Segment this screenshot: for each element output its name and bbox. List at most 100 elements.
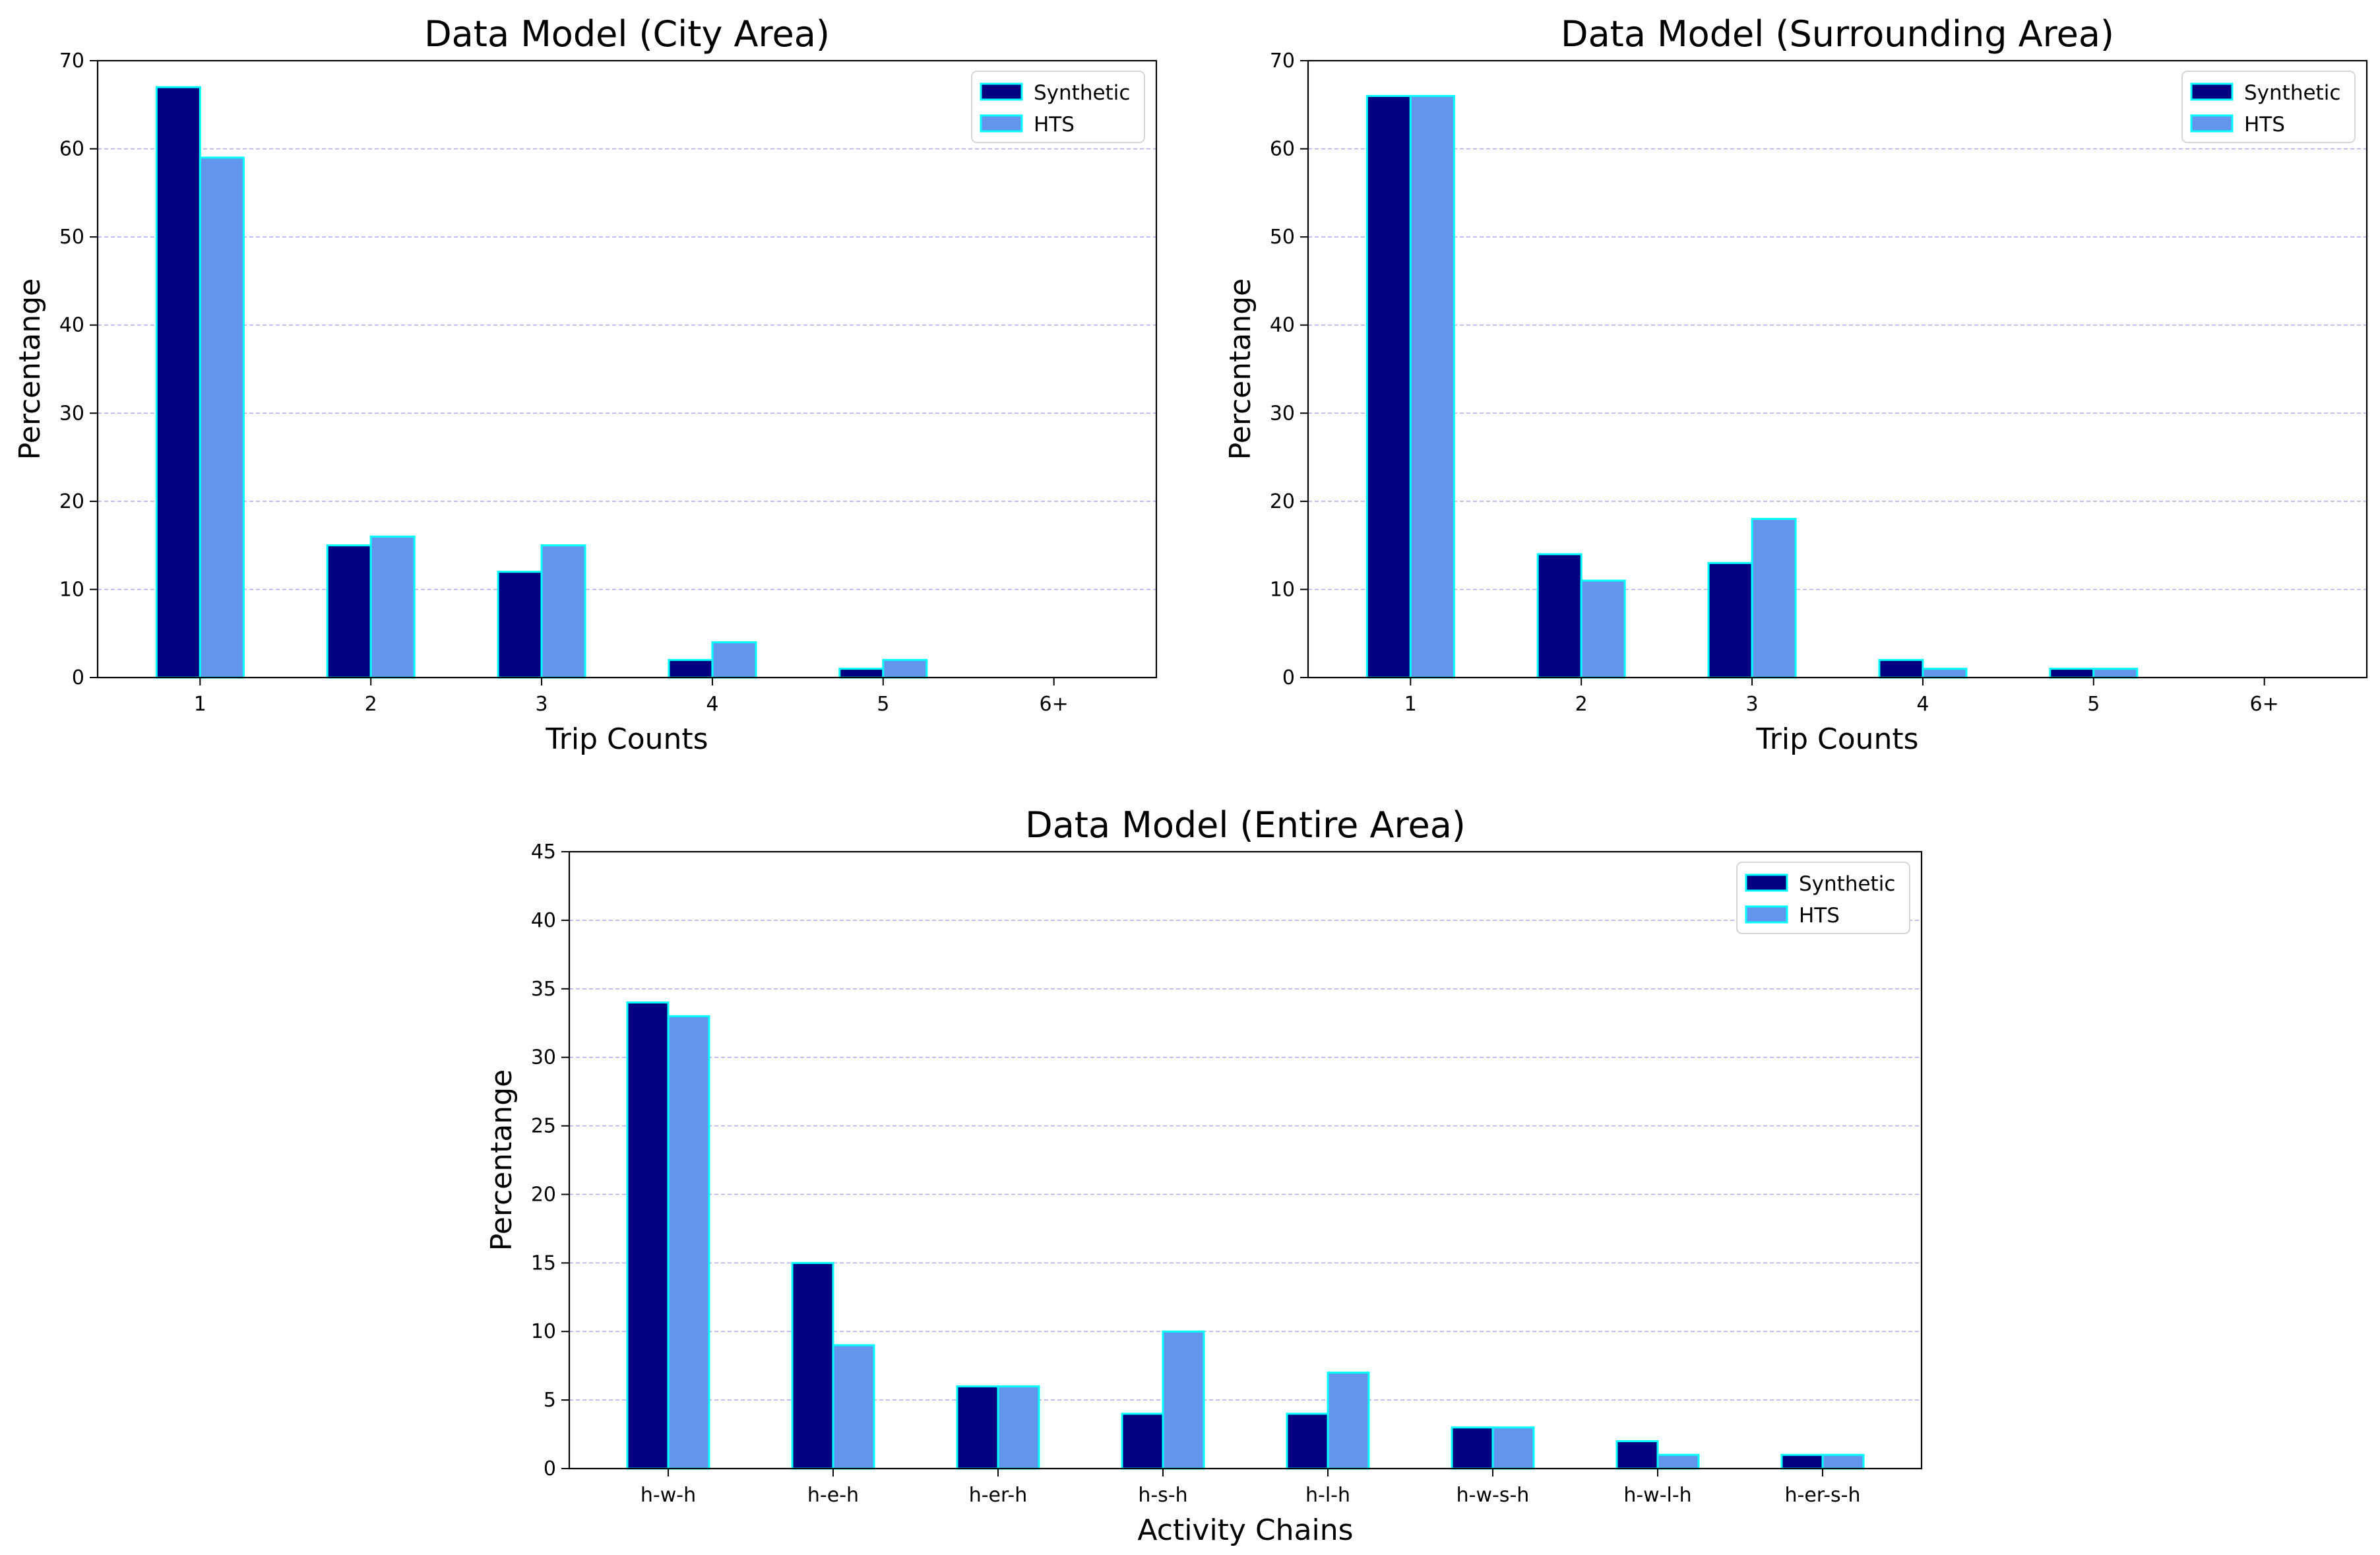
chart-title: Data Model (Surrounding Area) (1561, 13, 2114, 55)
x-axis-label: Activity Chains (1137, 1513, 1353, 1547)
x-tick-label: h-er-h (969, 1484, 1028, 1507)
bar-hts-1 (1409, 94, 1455, 679)
bar-hts-h-w-l-h (1656, 1453, 1700, 1470)
legend: Synthetic HTS (1736, 862, 1910, 934)
x-tick-label: 4 (1916, 693, 1929, 716)
legend-label-synthetic: Synthetic (1799, 872, 1895, 896)
bar-hts-2 (369, 535, 416, 679)
chart-3: Data Model (Entire Area) 0 5 10 15 20 25 30 35 40… (485, 804, 1923, 1547)
x-tick-label: 2 (1575, 693, 1588, 716)
bar-hts-3 (1751, 518, 1797, 679)
y-tick-label: 40 (59, 314, 84, 337)
bar-hts-2 (1580, 579, 1626, 679)
x-tick-label: 1 (194, 693, 206, 716)
y-axis-label: Percentange (485, 1069, 518, 1251)
y-tick-label: 10 (531, 1320, 556, 1343)
plot-frame (96, 59, 1158, 679)
y-tick-label: 30 (59, 402, 84, 425)
bar-hts-h-l-h (1327, 1372, 1370, 1470)
x-axis-label: Trip Counts (545, 722, 708, 756)
bar-hts-5 (2092, 668, 2139, 679)
bar-hts-5 (882, 658, 928, 679)
y-tick-label: 70 (59, 49, 84, 73)
y-tick-label: 50 (1270, 226, 1295, 249)
plot-frame (568, 850, 1923, 1470)
y-axis-label: Percentange (13, 278, 47, 460)
bar-synthetic-h-er-h (956, 1385, 999, 1470)
x-tick-label: 5 (877, 693, 889, 716)
bar-hts-h-er-s-h (1821, 1453, 1865, 1470)
y-tick-label: 40 (1270, 314, 1295, 337)
bar-hts-1 (199, 156, 245, 679)
y-axis-label: Percentange (1224, 278, 1257, 460)
bar-synthetic-1 (1365, 94, 1412, 679)
legend-label-synthetic: Synthetic (2244, 81, 2340, 105)
bar-synthetic-h-s-h (1121, 1412, 1164, 1470)
y-tick-label: 0 (72, 666, 84, 689)
chart-title: Data Model (Entire Area) (1025, 804, 1466, 846)
y-tick-label: 60 (1270, 138, 1295, 161)
bar-synthetic-h-er-s-h (1780, 1453, 1824, 1470)
x-tick-label: 2 (365, 693, 377, 716)
y-tick-label: 70 (1270, 49, 1295, 73)
bar-synthetic-1 (155, 86, 201, 679)
chart-2: Data Model (Surrounding Area) 0 10 20 30 40 50… (1224, 13, 2368, 756)
x-tick-label: h-w-s-h (1456, 1484, 1530, 1507)
legend-label-hts: HTS (1799, 904, 1840, 928)
bar-hts-h-e-h (832, 1344, 875, 1470)
legend-swatch-synthetic (1745, 873, 1788, 892)
bar-synthetic-5 (838, 668, 885, 679)
y-tick-label: 0 (544, 1457, 556, 1480)
legend-label-hts: HTS (2244, 113, 2285, 137)
y-tick-label: 30 (531, 1046, 556, 1069)
legend-swatch-synthetic (2190, 82, 2234, 101)
x-tick-label: h-w-h (641, 1484, 696, 1507)
legend: Synthetic HTS (2181, 71, 2356, 143)
bar-hts-h-w-h (667, 1015, 710, 1470)
plot-frame (1307, 59, 2368, 679)
legend-swatch-hts (1745, 905, 1788, 924)
y-tick-label: 15 (531, 1252, 556, 1275)
bar-synthetic-h-w-h (626, 1001, 670, 1470)
x-tick-label: 6+ (1040, 693, 1069, 716)
x-tick-label: h-l-h (1305, 1484, 1350, 1507)
x-tick-label: h-er-s-h (1784, 1484, 1860, 1507)
legend-swatch-synthetic (980, 82, 1023, 101)
y-tick-label: 5 (544, 1389, 556, 1412)
y-tick-label: 25 (531, 1115, 556, 1138)
bar-synthetic-2 (326, 544, 372, 679)
bar-hts-4 (1922, 668, 1968, 679)
y-tick-label: 20 (1270, 490, 1295, 513)
x-tick-label: h-w-l-h (1623, 1484, 1691, 1507)
y-tick-label: 0 (1282, 666, 1295, 689)
bar-hts-h-s-h (1162, 1330, 1205, 1470)
y-tick-label: 10 (1270, 578, 1295, 601)
x-tick-label: 6+ (2250, 693, 2279, 716)
y-tick-label: 20 (59, 490, 84, 513)
x-tick-label: 3 (1746, 693, 1759, 716)
bar-synthetic-h-w-s-h (1451, 1426, 1494, 1470)
bar-synthetic-3 (497, 571, 543, 679)
bar-synthetic-4 (668, 658, 714, 679)
bar-synthetic-3 (1707, 561, 1753, 679)
x-tick-label: 1 (1404, 693, 1417, 716)
y-tick-label: 45 (531, 841, 556, 864)
legend: Synthetic HTS (971, 71, 1145, 143)
bar-synthetic-2 (1536, 553, 1582, 679)
y-tick-label: 40 (531, 909, 556, 932)
bar-synthetic-h-e-h (791, 1261, 834, 1470)
y-tick-label: 50 (59, 226, 84, 249)
chart-title: Data Model (City Area) (424, 13, 830, 55)
bar-hts-3 (540, 544, 586, 679)
x-tick-label: 3 (536, 693, 548, 716)
x-tick-label: h-s-h (1138, 1484, 1187, 1507)
y-tick-label: 30 (1270, 402, 1295, 425)
x-tick-label: 5 (2087, 693, 2100, 716)
x-tick-label: h-e-h (807, 1484, 859, 1507)
bar-synthetic-h-w-l-h (1615, 1440, 1659, 1470)
legend-swatch-hts (980, 114, 1023, 133)
legend-label-synthetic: Synthetic (1034, 81, 1130, 105)
bar-hts-h-w-s-h (1491, 1426, 1535, 1470)
y-tick-label: 10 (59, 578, 84, 601)
